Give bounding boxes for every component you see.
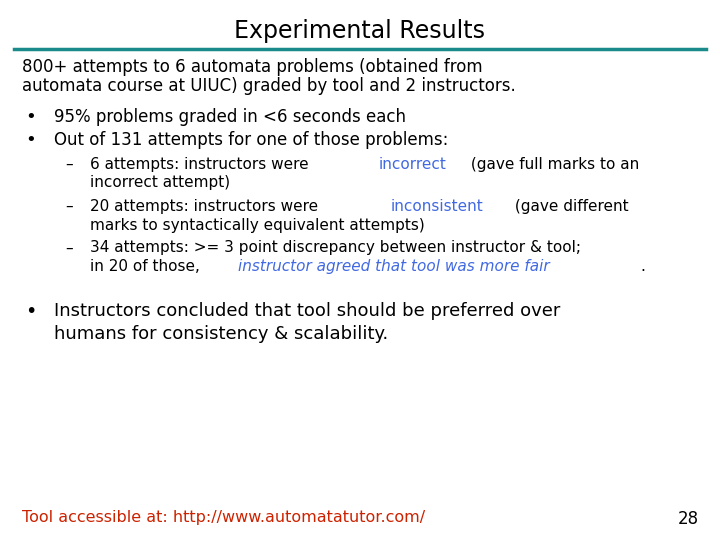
Text: .: . <box>640 259 645 274</box>
Text: 34 attempts: >= 3 point discrepancy between instructor & tool;: 34 attempts: >= 3 point discrepancy betw… <box>90 240 581 255</box>
Text: incorrect: incorrect <box>379 157 446 172</box>
Text: •: • <box>25 302 37 321</box>
Text: –: – <box>65 157 73 172</box>
Text: automata course at UIUC) graded by tool and 2 instructors.: automata course at UIUC) graded by tool … <box>22 77 516 94</box>
Text: Out of 131 attempts for one of those problems:: Out of 131 attempts for one of those pro… <box>54 131 449 149</box>
Text: marks to syntactically equivalent attempts): marks to syntactically equivalent attemp… <box>90 218 425 233</box>
Text: in 20 of those,: in 20 of those, <box>90 259 204 274</box>
Text: (gave full marks to an: (gave full marks to an <box>466 157 639 172</box>
Text: •: • <box>25 131 36 149</box>
Text: Tool accessible at: http://www.automatatutor.com/: Tool accessible at: http://www.automatat… <box>22 510 425 525</box>
Text: 6 attempts: instructors were: 6 attempts: instructors were <box>90 157 313 172</box>
Text: instructor agreed that tool was more fair: instructor agreed that tool was more fai… <box>238 259 549 274</box>
Text: 95% problems graded in <6 seconds each: 95% problems graded in <6 seconds each <box>54 108 406 126</box>
Text: 28: 28 <box>678 510 698 528</box>
Text: Experimental Results: Experimental Results <box>235 19 485 43</box>
Text: –: – <box>65 199 73 214</box>
Text: 800+ attempts to 6 automata problems (obtained from: 800+ attempts to 6 automata problems (ob… <box>22 58 482 76</box>
Text: humans for consistency & scalability.: humans for consistency & scalability. <box>54 325 388 343</box>
Text: Instructors concluded that tool should be preferred over: Instructors concluded that tool should b… <box>54 302 560 320</box>
Text: inconsistent: inconsistent <box>391 199 483 214</box>
Text: •: • <box>25 108 36 126</box>
Text: –: – <box>65 240 73 255</box>
Text: (gave different: (gave different <box>510 199 629 214</box>
Text: 20 attempts: instructors were: 20 attempts: instructors were <box>90 199 323 214</box>
Text: incorrect attempt): incorrect attempt) <box>90 176 230 191</box>
